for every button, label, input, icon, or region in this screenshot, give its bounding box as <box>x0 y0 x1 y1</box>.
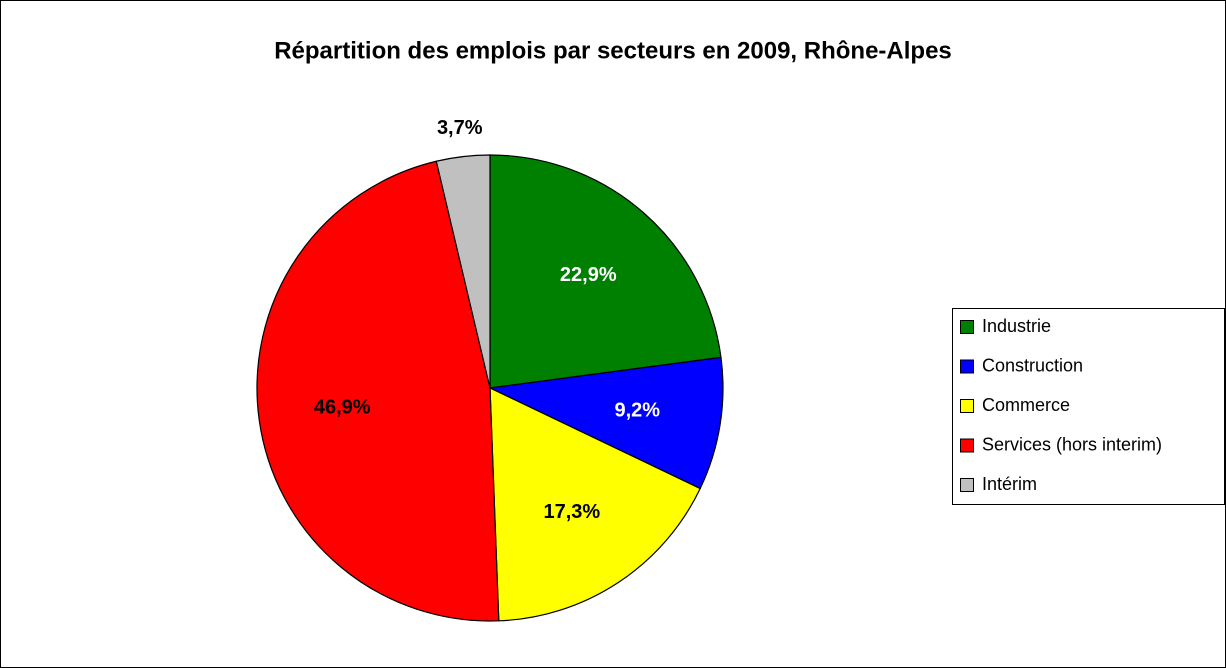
legend-label: Construction <box>982 355 1083 375</box>
pie-slice <box>256 160 500 622</box>
legend-label: Industrie <box>982 316 1051 336</box>
value-label: 46,9% <box>314 396 371 418</box>
legend-swatch <box>960 438 974 453</box>
legend-label: Intérim <box>982 474 1037 494</box>
chart-title: Répartition des emplois par secteurs en … <box>274 37 952 64</box>
value-label: 3,7% <box>437 117 483 139</box>
legend-swatch <box>960 359 974 374</box>
pie-slice <box>435 154 491 389</box>
legend-box <box>952 308 1225 505</box>
pie-slice <box>489 154 722 389</box>
legend-swatch <box>960 320 974 334</box>
legend-label: Commerce <box>982 395 1070 415</box>
legend-swatch <box>960 478 974 492</box>
pie-slice <box>487 356 724 490</box>
value-label: 22,9% <box>560 264 617 286</box>
legend-label: Services (hors interim) <box>982 434 1162 454</box>
value-label: 17,3% <box>544 501 601 523</box>
legend-swatch <box>960 399 974 413</box>
value-label: 9,2% <box>614 400 660 422</box>
pie-slice <box>489 387 701 622</box>
